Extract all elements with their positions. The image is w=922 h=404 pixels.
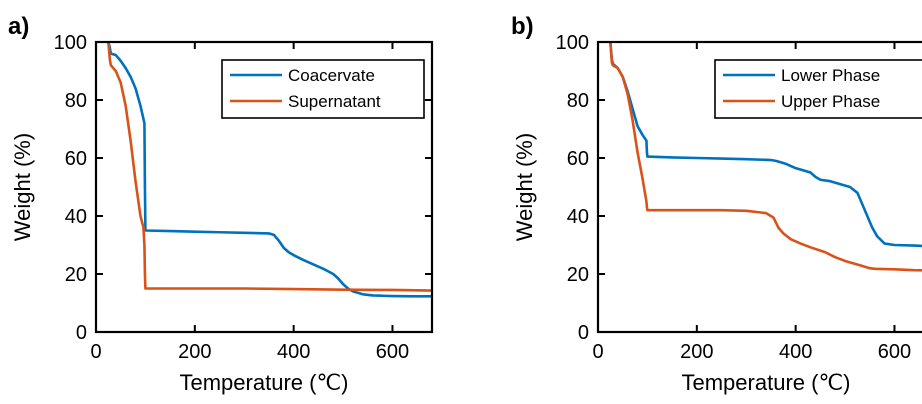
axes-box [94, 40, 434, 334]
y-tick-label: 100 [556, 32, 589, 54]
x-tick-label: 200 [680, 341, 713, 363]
y-tick-label: 20 [567, 264, 589, 286]
x-axis-label: Temperature (℃) [682, 370, 851, 395]
x-tick-label: 400 [277, 341, 310, 363]
panel-a: a) 0 200 400 600 0 20 40 60 80 100 Temperature (℃) W… [8, 13, 434, 395]
x-tick-label: 0 [592, 341, 603, 363]
y-tick-label: 80 [567, 90, 589, 112]
legend-label: Supernatant [288, 92, 381, 111]
series-line-supernatant [107, 41, 433, 292]
x-tick-label: 400 [779, 341, 812, 363]
y-tick-label: 40 [65, 206, 87, 228]
y-tick-label: 0 [578, 322, 589, 344]
panel-b: b) 0 200 400 600 0 20 40 60 80 100 Temperature (℃) W… [511, 13, 922, 395]
series-line-upper-phase [609, 41, 922, 272]
x-tick-label: 600 [376, 341, 409, 363]
y-tick-label: 60 [65, 148, 87, 170]
legend-label: Lower Phase [781, 66, 880, 85]
panel-letter: b) [511, 13, 534, 40]
y-axis-label: Weight (%) [10, 133, 35, 241]
legend-label: Coacervate [288, 66, 375, 85]
legend: Coacervate Supernatant [221, 59, 425, 119]
y-axis-label: Weight (%) [512, 133, 537, 241]
legend-box [221, 59, 425, 119]
y-tick-label: 20 [65, 264, 87, 286]
series-lines [107, 41, 433, 298]
legend: Lower Phase Upper Phase [714, 59, 922, 119]
panel-letter: a) [8, 13, 29, 40]
y-tick-label: 40 [567, 206, 589, 228]
legend-label: Upper Phase [781, 92, 880, 111]
series-lines [609, 41, 922, 272]
y-tick-label: 80 [65, 90, 87, 112]
axes-box [596, 40, 922, 334]
x-tick-label: 0 [90, 341, 101, 363]
series-line-lower-phase [609, 41, 922, 248]
x-tick-label: 200 [178, 341, 211, 363]
series-line-coacervate [107, 41, 432, 298]
y-tick-label: 100 [54, 32, 87, 54]
x-tick-label: 600 [878, 341, 911, 363]
x-axis-label: Temperature (℃) [180, 370, 349, 395]
y-tick-label: 60 [567, 148, 589, 170]
y-tick-label: 0 [76, 322, 87, 344]
legend-box [714, 59, 922, 119]
